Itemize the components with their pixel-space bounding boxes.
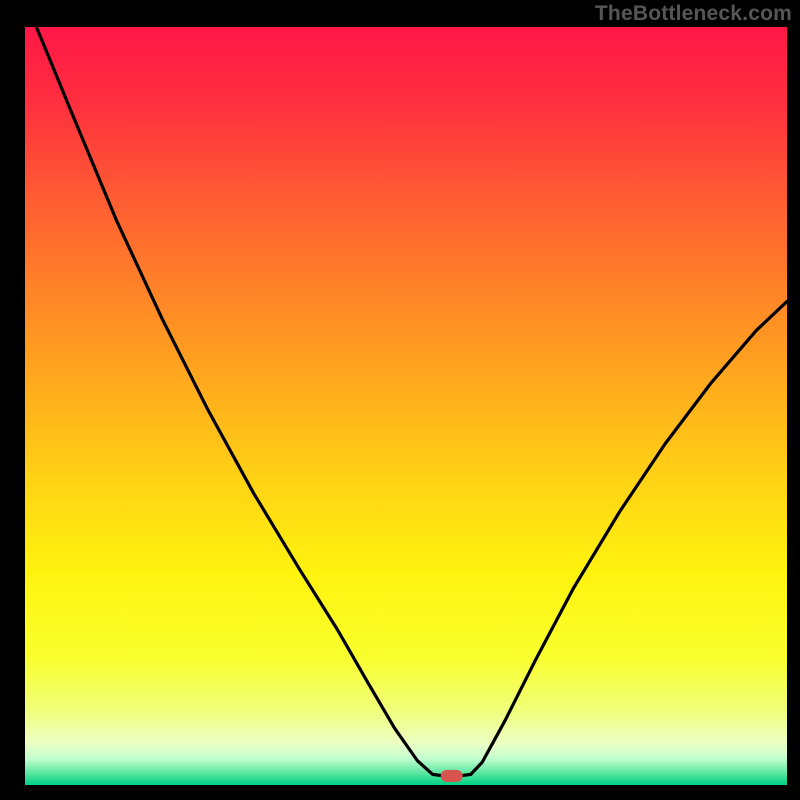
gradient-background bbox=[25, 27, 787, 785]
bottleneck-chart bbox=[0, 0, 800, 800]
optimal-point-marker bbox=[441, 770, 463, 782]
watermark-text: TheBottleneck.com bbox=[595, 2, 792, 26]
chart-frame: TheBottleneck.com bbox=[0, 0, 800, 800]
